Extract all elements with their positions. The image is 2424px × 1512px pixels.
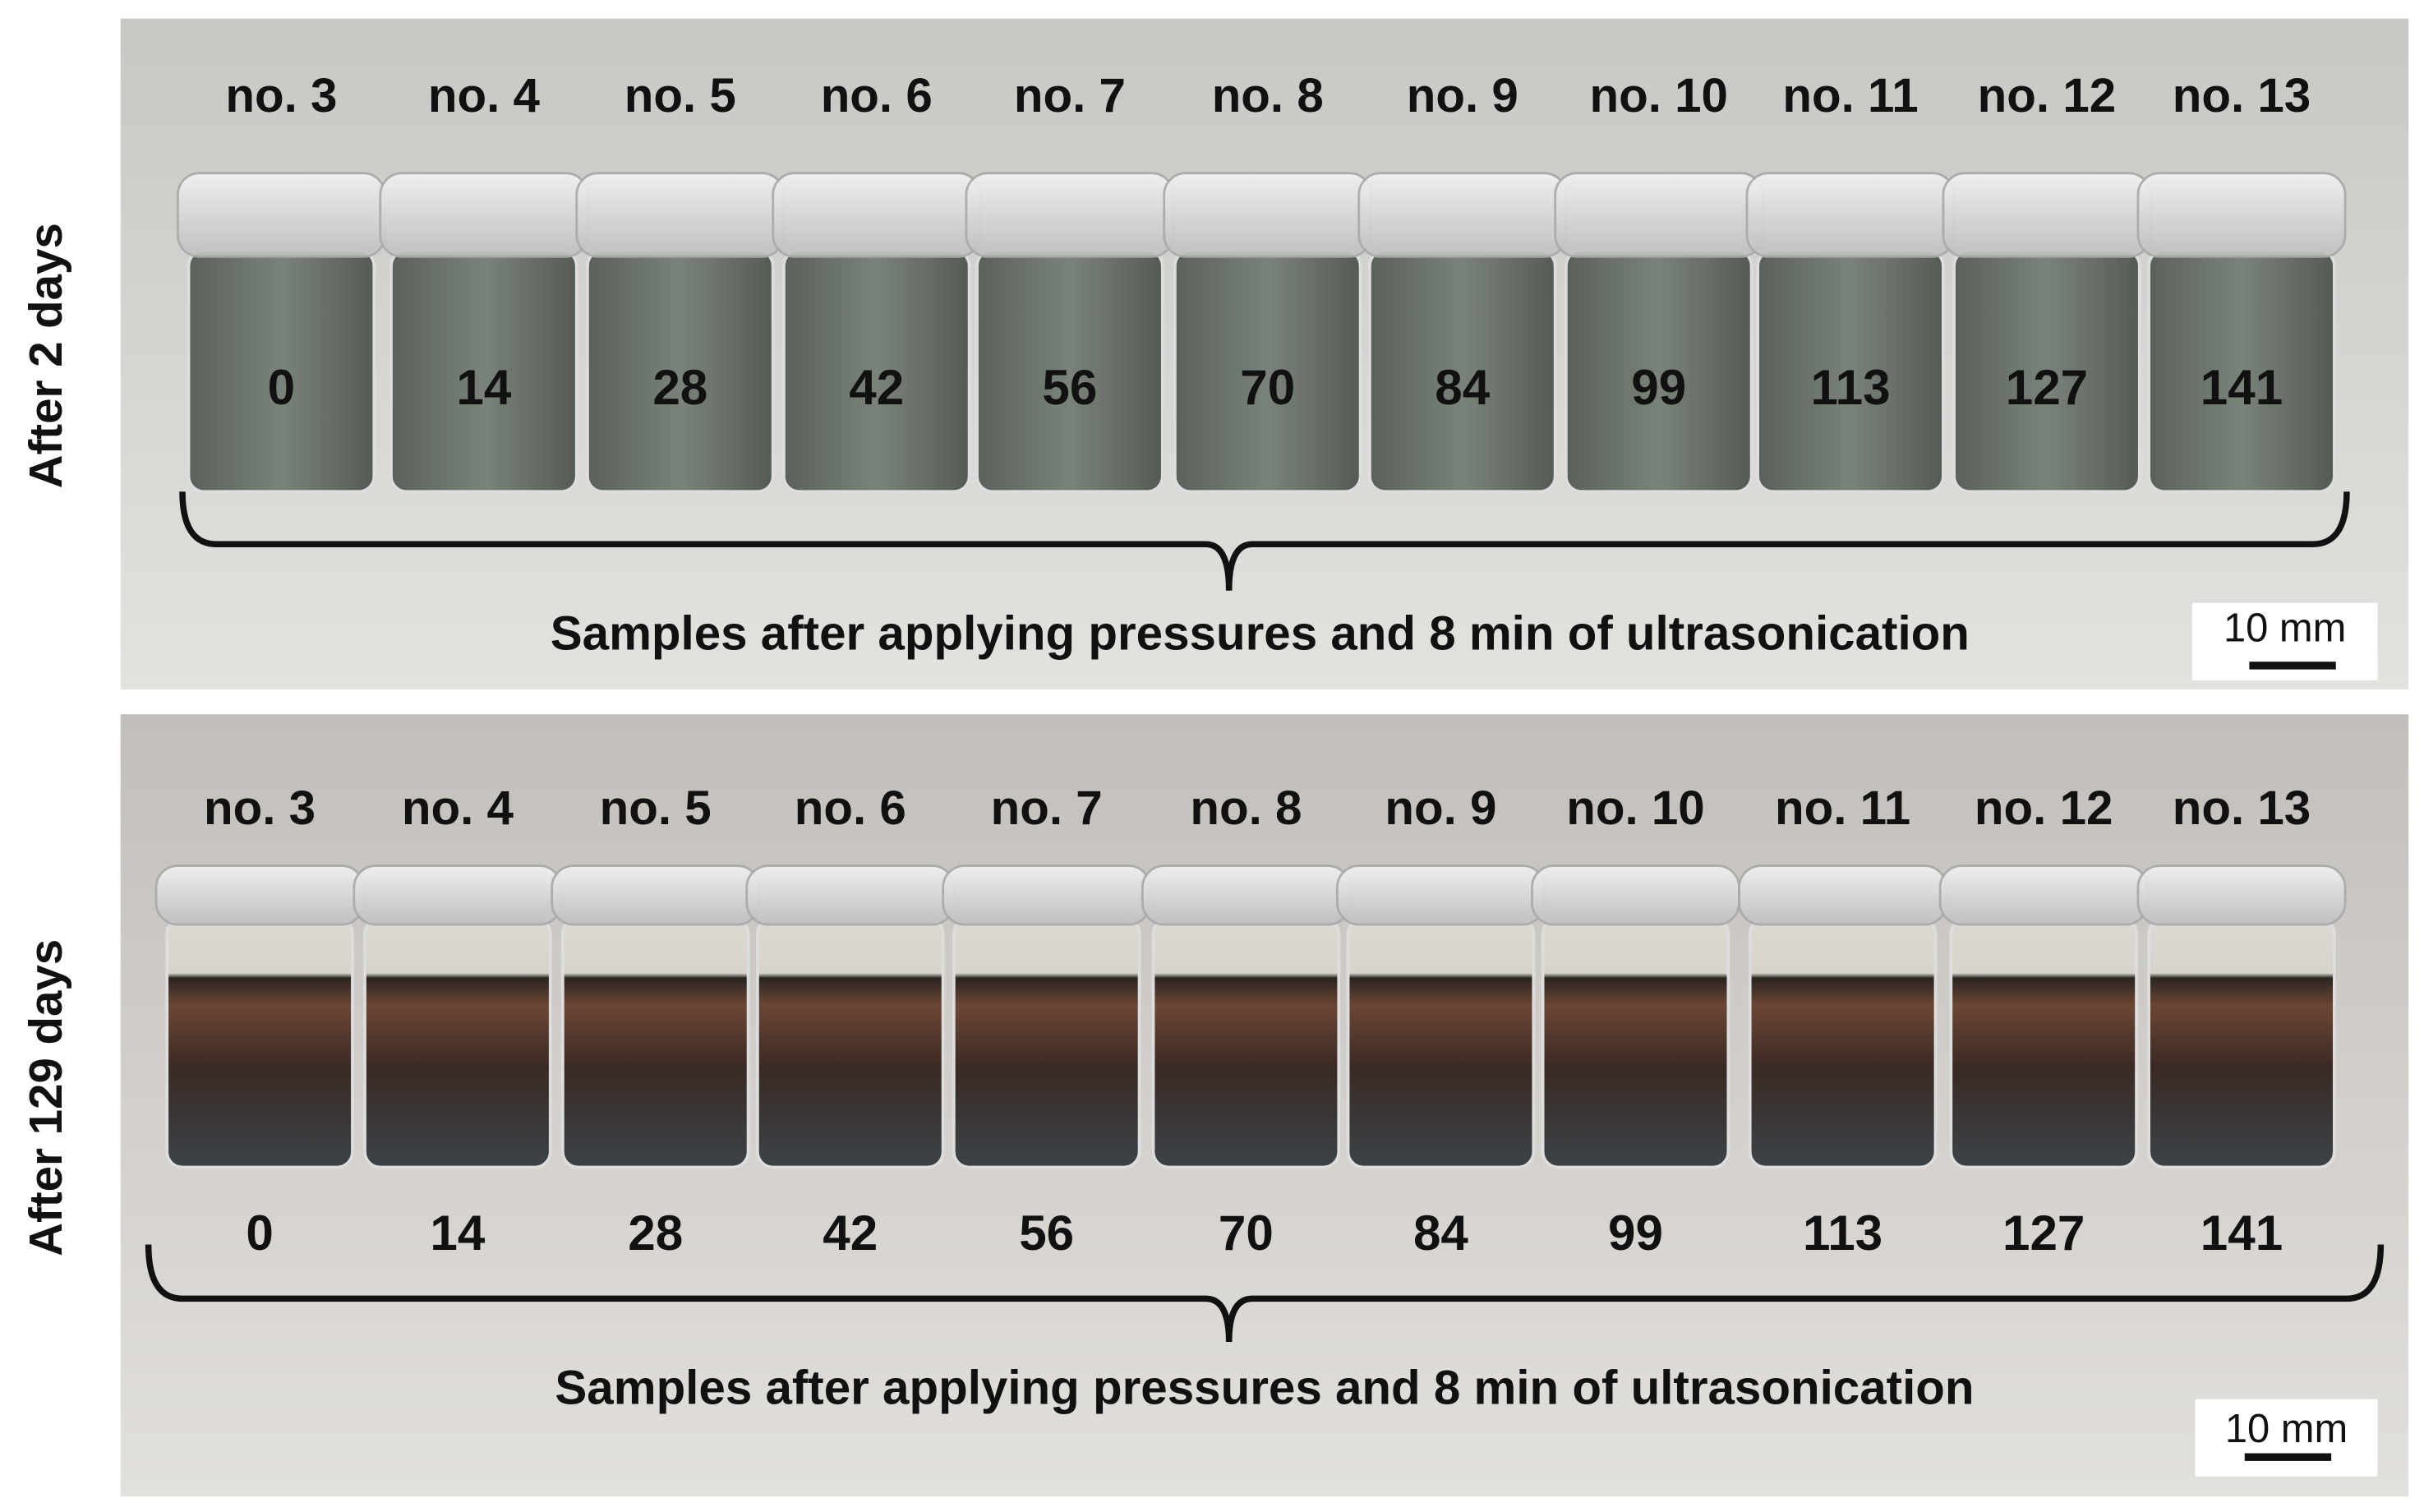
- sample-name: no. 13: [2173, 781, 2311, 835]
- vial-cap: [575, 172, 786, 258]
- vial-cap: [2136, 172, 2347, 258]
- sample-name: no. 6: [795, 781, 906, 835]
- scale-label: 10 mm: [2224, 606, 2346, 651]
- vial-cap: [965, 172, 1175, 258]
- sample-pressure: 42: [849, 360, 904, 415]
- sample-name: no. 4: [428, 69, 541, 122]
- vial-cap: [353, 864, 563, 926]
- vial-body: [1949, 916, 2138, 1169]
- sample-name: no. 13: [2173, 69, 2311, 122]
- vial-cap: [379, 172, 589, 258]
- sample-name: no. 8: [1212, 69, 1324, 122]
- sample-pressure: 99: [1608, 1205, 1663, 1261]
- vial-cap: [1738, 864, 1948, 926]
- sample-name: no. 6: [821, 69, 933, 122]
- scale-label: 10 mm: [2225, 1407, 2348, 1451]
- sample-name: no. 5: [624, 69, 736, 122]
- sample-pressure: 84: [1413, 1205, 1468, 1261]
- sample-name: no. 12: [1975, 781, 2113, 835]
- bracket: [145, 1244, 2385, 1343]
- sample-name: no. 5: [600, 781, 712, 835]
- sample-name: no. 4: [402, 781, 514, 835]
- sample-name: no. 11: [1782, 69, 1918, 122]
- side-label: After 2 days: [20, 223, 71, 488]
- vial-cap: [176, 172, 386, 258]
- vial-cap: [745, 864, 956, 926]
- sample-pressure: 42: [823, 1205, 878, 1261]
- vial-cap: [1163, 172, 1373, 258]
- sample-pressure: 113: [1803, 1205, 1883, 1261]
- vial-cap: [1938, 864, 2149, 926]
- sample-name: no. 12: [1978, 69, 2117, 122]
- sample-pressure: 141: [2200, 1205, 2283, 1261]
- sample-pressure: 84: [1435, 360, 1490, 415]
- sample-pressure: 141: [2200, 360, 2283, 415]
- vial-body: [1541, 916, 1730, 1169]
- caption: Samples after applying pressures and 8 m…: [555, 1362, 1974, 1415]
- caption: Samples after applying pressures and 8 m…: [551, 607, 1970, 661]
- sample-pressure: 127: [2006, 360, 2088, 415]
- sample-name: no. 3: [204, 781, 316, 835]
- vial-cap: [1531, 864, 1740, 926]
- vial-body: [1748, 916, 1938, 1169]
- vial-body: [1346, 916, 1536, 1169]
- scale-bar: [2244, 1453, 2332, 1461]
- sample-name: no. 7: [991, 781, 1103, 835]
- sample-name: no. 8: [1190, 781, 1302, 835]
- sample-pressure: 56: [1042, 360, 1097, 415]
- sample-pressure: 99: [1631, 360, 1686, 415]
- vial-cap: [1942, 172, 2152, 258]
- sample-name: no. 9: [1407, 69, 1518, 122]
- sample-pressure: 14: [430, 1205, 485, 1261]
- vial-cap: [551, 864, 761, 926]
- vial-body: [560, 916, 750, 1169]
- bracket: [179, 491, 2350, 591]
- vial-cap: [1554, 172, 1764, 258]
- sample-name: no. 10: [1589, 69, 1728, 122]
- sample-pressure: 56: [1019, 1205, 1074, 1261]
- vial-body: [755, 916, 945, 1169]
- scale-bar: [2249, 662, 2336, 670]
- sample-name: no. 10: [1566, 781, 1705, 835]
- vial-cap: [942, 864, 1152, 926]
- sample-pressure: 70: [1219, 1205, 1274, 1261]
- vial-cap: [1335, 864, 1546, 926]
- vial-body: [2147, 916, 2336, 1169]
- sample-name: no. 7: [1014, 69, 1126, 122]
- vial-cap: [1745, 172, 1956, 258]
- sample-name: no. 11: [1775, 781, 1910, 835]
- sample-pressure: 28: [652, 360, 707, 415]
- sample-pressure: 14: [456, 360, 511, 415]
- sample-pressure: 70: [1240, 360, 1295, 415]
- vial-cap: [154, 864, 365, 926]
- sample-name: no. 9: [1385, 781, 1496, 835]
- scale-box: [2195, 1399, 2378, 1477]
- vial-body: [952, 916, 1141, 1169]
- sample-pressure: 0: [268, 360, 295, 415]
- sample-pressure: 113: [1810, 360, 1890, 415]
- sample-pressure: 28: [628, 1205, 683, 1261]
- vial-cap: [2136, 864, 2347, 926]
- side-label: After 129 days: [20, 939, 71, 1256]
- sample-pressure: 0: [246, 1205, 273, 1261]
- vial-body: [165, 916, 354, 1169]
- vial-cap: [1141, 864, 1351, 926]
- vial-cap: [1357, 172, 1568, 258]
- vial-cap: [772, 172, 982, 258]
- vial-body: [1151, 916, 1341, 1169]
- sample-pressure: 127: [2002, 1205, 2085, 1261]
- sample-name: no. 3: [225, 69, 337, 122]
- vial-body: [363, 916, 552, 1169]
